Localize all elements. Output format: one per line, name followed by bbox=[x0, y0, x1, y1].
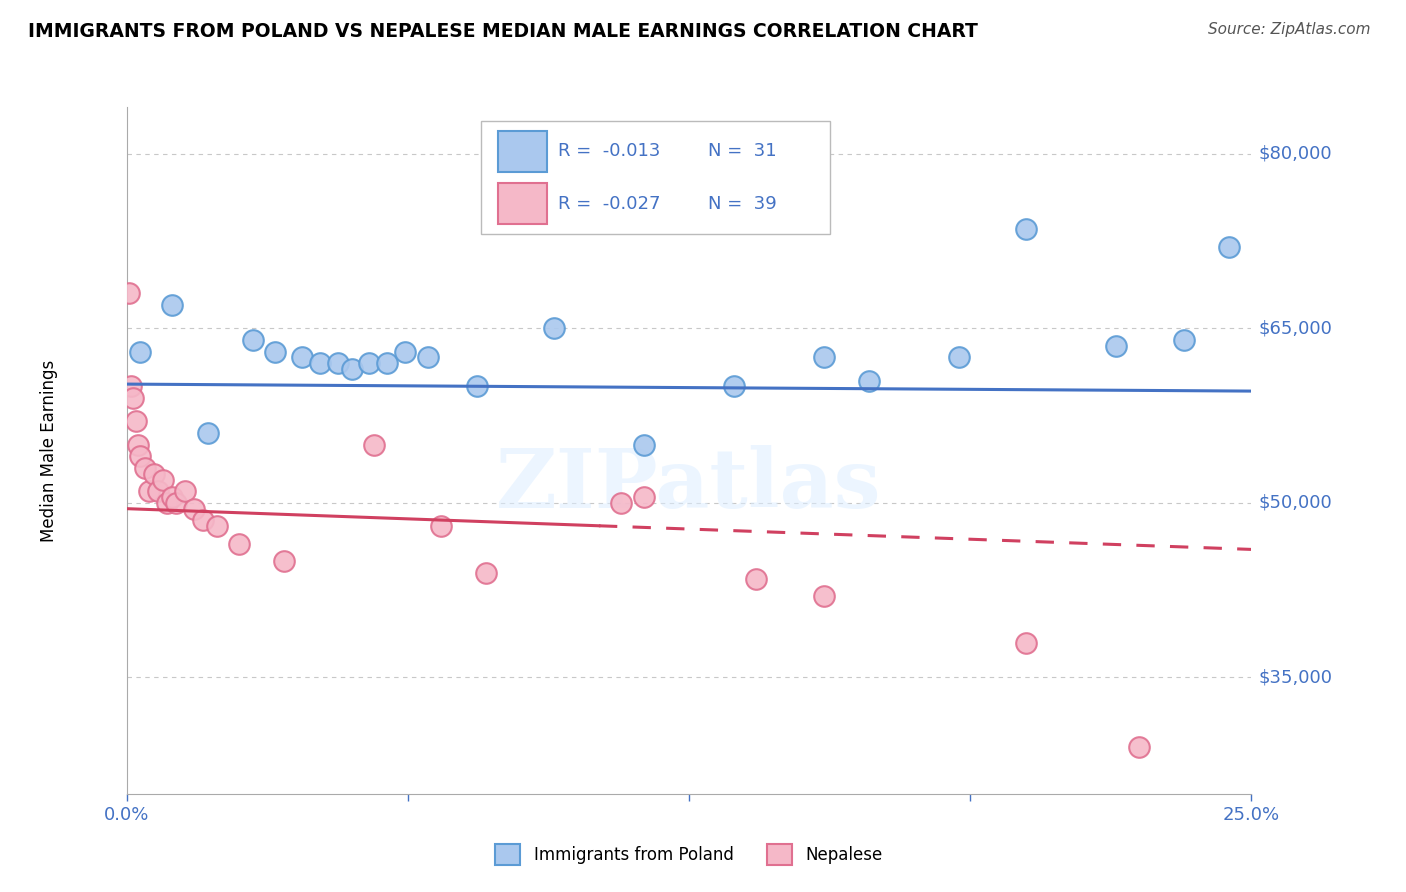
Point bbox=[813, 351, 835, 365]
FancyBboxPatch shape bbox=[498, 131, 547, 171]
Point bbox=[122, 391, 145, 405]
Point bbox=[467, 379, 489, 393]
FancyBboxPatch shape bbox=[498, 183, 547, 224]
Point bbox=[363, 437, 385, 451]
Point bbox=[142, 467, 165, 481]
Point bbox=[124, 414, 146, 428]
Point bbox=[146, 484, 169, 499]
Point bbox=[340, 362, 363, 376]
Text: N =  39: N = 39 bbox=[709, 194, 776, 212]
Point bbox=[264, 344, 287, 359]
Point bbox=[309, 356, 332, 370]
Point bbox=[1128, 740, 1150, 755]
Text: $80,000: $80,000 bbox=[1258, 145, 1331, 162]
Text: Median Male Earnings: Median Male Earnings bbox=[41, 359, 58, 541]
Point bbox=[1173, 333, 1195, 347]
Text: IMMIGRANTS FROM POLAND VS NEPALESE MEDIAN MALE EARNINGS CORRELATION CHART: IMMIGRANTS FROM POLAND VS NEPALESE MEDIA… bbox=[28, 22, 979, 41]
Text: Source: ZipAtlas.com: Source: ZipAtlas.com bbox=[1208, 22, 1371, 37]
Point bbox=[948, 351, 970, 365]
Text: $50,000: $50,000 bbox=[1258, 494, 1331, 512]
Legend: Immigrants from Poland, Nepalese: Immigrants from Poland, Nepalese bbox=[489, 838, 889, 871]
Point bbox=[183, 501, 205, 516]
Text: N =  31: N = 31 bbox=[709, 143, 776, 161]
Point bbox=[242, 333, 264, 347]
Point bbox=[273, 554, 295, 568]
Text: ZIPatlas: ZIPatlas bbox=[496, 445, 882, 524]
Point bbox=[475, 566, 498, 580]
Point bbox=[416, 351, 439, 365]
Point bbox=[120, 379, 142, 393]
FancyBboxPatch shape bbox=[481, 120, 830, 234]
Point bbox=[138, 484, 160, 499]
Point bbox=[129, 450, 152, 464]
Point bbox=[197, 425, 219, 440]
Point bbox=[152, 473, 174, 487]
Text: R =  -0.013: R = -0.013 bbox=[558, 143, 661, 161]
Point bbox=[134, 461, 156, 475]
Text: $65,000: $65,000 bbox=[1258, 319, 1333, 337]
Point bbox=[723, 379, 745, 393]
Point bbox=[291, 351, 314, 365]
Point bbox=[205, 519, 228, 533]
Point bbox=[160, 298, 183, 312]
Point bbox=[160, 490, 183, 504]
Point bbox=[165, 496, 187, 510]
Point bbox=[1015, 222, 1038, 236]
Text: R =  -0.027: R = -0.027 bbox=[558, 194, 661, 212]
Point bbox=[1105, 339, 1128, 353]
Point bbox=[326, 356, 349, 370]
Point bbox=[228, 536, 250, 550]
Point bbox=[430, 519, 453, 533]
Point bbox=[633, 490, 655, 504]
Point bbox=[543, 321, 565, 335]
Point bbox=[129, 344, 152, 359]
Point bbox=[633, 437, 655, 451]
Point bbox=[1015, 635, 1038, 649]
Point bbox=[394, 344, 416, 359]
Point bbox=[191, 513, 214, 527]
Point bbox=[156, 496, 179, 510]
Point bbox=[813, 589, 835, 603]
Point bbox=[359, 356, 381, 370]
Point bbox=[174, 484, 197, 499]
Point bbox=[118, 286, 141, 301]
Point bbox=[127, 437, 149, 451]
Point bbox=[1218, 240, 1240, 254]
Point bbox=[858, 374, 880, 388]
Text: $35,000: $35,000 bbox=[1258, 668, 1333, 687]
Point bbox=[610, 496, 633, 510]
Point bbox=[745, 572, 768, 586]
Point bbox=[377, 356, 399, 370]
